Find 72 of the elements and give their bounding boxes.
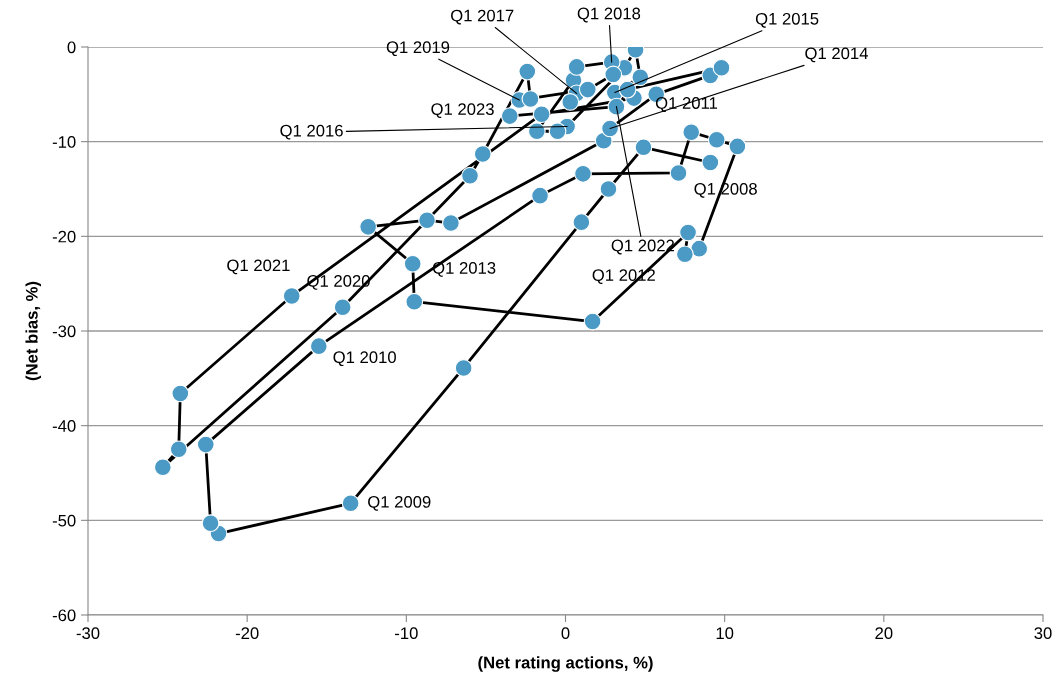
y-tick-label: -50 [52,514,76,527]
point [171,384,190,403]
point [403,254,422,273]
point [634,138,653,157]
point [728,137,747,156]
point [500,107,519,125]
x-tick-label: 10 [716,627,734,640]
x-tick-label: -30 [76,627,100,640]
point [169,440,188,459]
annotation: Q1 2009 [368,495,431,511]
y-tick-label: -20 [52,230,76,243]
y-tick-label: -40 [52,420,76,432]
point [604,65,623,84]
point [454,359,473,377]
point [561,93,580,111]
annotation: Q1 2015 [755,12,819,28]
annotation: Q1 2014 [805,47,868,63]
annotation: Q1 2023 [431,103,494,119]
point [532,105,551,124]
point [682,123,701,142]
y-tick-label: -10 [52,136,76,148]
y-tick-label: -30 [52,325,76,338]
x-tick-label: 0 [561,627,570,640]
point [418,211,436,230]
point [690,239,709,258]
point [309,337,328,356]
annotation: Q1 2022 [611,239,674,255]
y-tick-label: 0 [67,41,76,54]
point [601,119,619,138]
x-tick-label: 20 [875,627,893,640]
point [578,80,597,99]
y-axis-title: (Net bias, %) [25,281,41,381]
x-tick-label: -10 [395,627,418,640]
x-tick-label: 30 [1034,627,1052,640]
point [405,292,424,311]
point [359,217,378,236]
point [707,130,726,149]
point [518,62,537,81]
point [473,145,492,163]
point [442,214,460,232]
point [675,245,694,264]
annotation: Q1 2016 [280,124,343,140]
point [701,153,720,172]
annotation: Q1 2018 [577,7,641,23]
point [282,287,301,305]
point [599,180,618,198]
annotation: Q1 2011 [655,97,718,112]
point [521,90,540,108]
annotation: Q1 2010 [333,351,396,367]
point [679,223,697,242]
point [572,213,591,232]
point [607,97,626,116]
point [461,166,479,185]
annotation: Q1 2017 [451,9,514,25]
point [531,186,549,205]
point [631,68,650,87]
point [333,298,352,317]
annotation: Q1 2021 [227,259,290,275]
x-axis-title: (Net rating actions, %) [478,656,653,672]
point [153,458,172,477]
point [574,164,592,183]
y-tick-label: -60 [52,609,76,622]
x-tick-label: -20 [235,627,259,640]
point [548,122,567,141]
annotation: Q1 2019 [386,41,450,57]
point [567,57,586,76]
point [341,494,360,513]
point [201,514,220,533]
point [712,58,731,77]
point [196,435,215,454]
point [669,164,688,182]
point [583,312,602,331]
